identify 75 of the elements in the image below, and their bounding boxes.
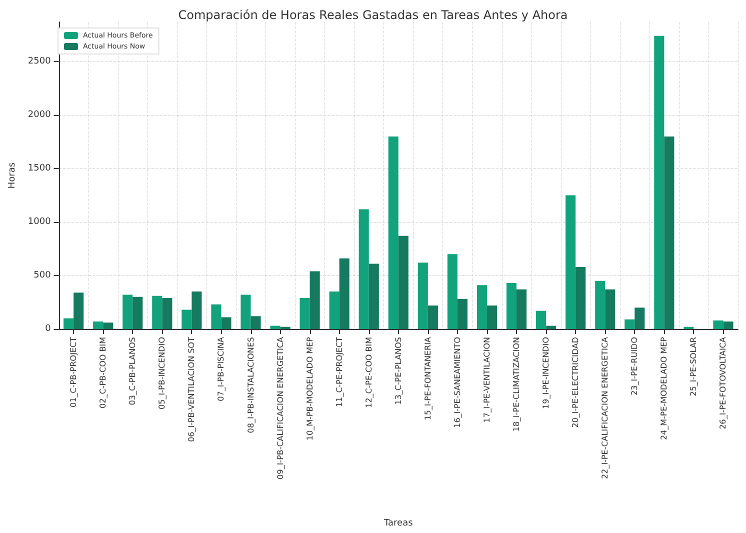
x-tick-label: 03_C-PB-PLANOS — [128, 337, 138, 406]
bar — [310, 271, 320, 329]
bar — [418, 262, 428, 329]
bar — [270, 326, 280, 329]
bar — [664, 136, 674, 329]
x-tick-label: 12_C-PE-COO BIM — [364, 336, 374, 408]
bar — [713, 320, 724, 329]
chart-title: Comparación de Horas Reales Gastadas en Tareas Antes y Ahora — [178, 8, 568, 22]
x-tick-label: 17_I-PE-VENTILACION — [482, 336, 492, 423]
bar — [250, 316, 261, 329]
bar — [64, 318, 74, 329]
bar — [103, 322, 114, 329]
x-tick-label: 16_I-PE-SANEAMIENTO — [452, 337, 462, 428]
bar — [221, 317, 232, 329]
bar — [428, 305, 438, 329]
bar — [152, 296, 162, 329]
x-tick-label: 01_C-PB-PROJECT — [69, 336, 78, 408]
bar — [634, 308, 645, 329]
bar — [654, 36, 664, 329]
x-tick-label: 11_C-PE-PROJECT — [334, 336, 344, 407]
bar — [506, 283, 517, 329]
bar — [576, 266, 586, 329]
bar — [536, 310, 546, 329]
bar — [182, 310, 192, 329]
x-tick-label: 10_M-PB-MODELADO MEP — [305, 336, 314, 440]
bar — [595, 280, 606, 329]
y-tick-label: 1000 — [28, 217, 52, 228]
bar — [368, 264, 379, 329]
y-tick-label: 2000 — [28, 110, 52, 120]
x-tick-label: 05_I-PB-INCENDIO — [158, 337, 167, 410]
x-tick-label: 08_I-PB-INSTALACIONES — [246, 337, 256, 434]
bar — [476, 285, 487, 329]
y-tick-label: 1500 — [28, 164, 52, 174]
bar — [132, 296, 143, 329]
x-tick-label: 25_I-PE-SOLAR — [689, 336, 698, 396]
bar — [192, 292, 202, 329]
bar — [566, 195, 576, 329]
bar — [605, 289, 616, 329]
bar — [240, 294, 251, 329]
bar — [162, 298, 172, 329]
x-tick-label: 23_I-PE-RUIDO — [630, 337, 640, 396]
bar — [339, 258, 350, 329]
x-tick-label: 22_I-PE-CALIFICACION ENERGETICA — [600, 336, 610, 479]
bar — [388, 136, 398, 329]
bar — [74, 292, 84, 329]
x-axis-title: Tareas — [383, 518, 414, 528]
bar — [546, 326, 556, 329]
bar — [516, 289, 527, 329]
bar — [93, 322, 104, 329]
x-tick-label: 19_I-PE-INCENDIO — [542, 337, 551, 409]
bar — [329, 292, 340, 329]
bar — [447, 254, 458, 329]
x-tick-label: 02_C-PB-COO BIM — [98, 336, 108, 408]
y-axis-title: Horas — [8, 162, 18, 189]
x-tick-label: 18_I-PE-CLIMATIZACION — [512, 336, 522, 432]
y-tick-label: 2500 — [28, 56, 52, 67]
x-tick-label: 15_I-PE-FONTANERIA — [423, 336, 432, 420]
bar — [486, 305, 498, 329]
x-tick-label: 06_I-PB-VENTILACION SOT — [187, 336, 196, 442]
bar — [624, 319, 635, 329]
x-tick-label: 24_M-PE-MODELADO MEP — [660, 336, 669, 440]
x-tick-label: 26_I-PE-FOTOVOLTAICA — [718, 336, 728, 430]
bar — [398, 236, 408, 329]
bar — [723, 322, 734, 329]
x-tick-label: 20_I-PE-ELECTRICIDAD — [571, 337, 580, 428]
x-tick-label: 13_C-PE-PLANOS — [394, 337, 403, 405]
x-tick-label: 07_I-PB-PISCINA — [216, 336, 226, 402]
bar — [300, 298, 310, 329]
y-tick-label: 0 — [45, 324, 52, 334]
bar — [457, 299, 468, 329]
bar — [358, 209, 369, 329]
x-tick-label: 09_I-PB-CALIFICACION ENERGETICA — [276, 336, 285, 480]
bar — [122, 294, 133, 329]
bar — [211, 304, 222, 329]
y-tick-label: 500 — [34, 270, 52, 281]
